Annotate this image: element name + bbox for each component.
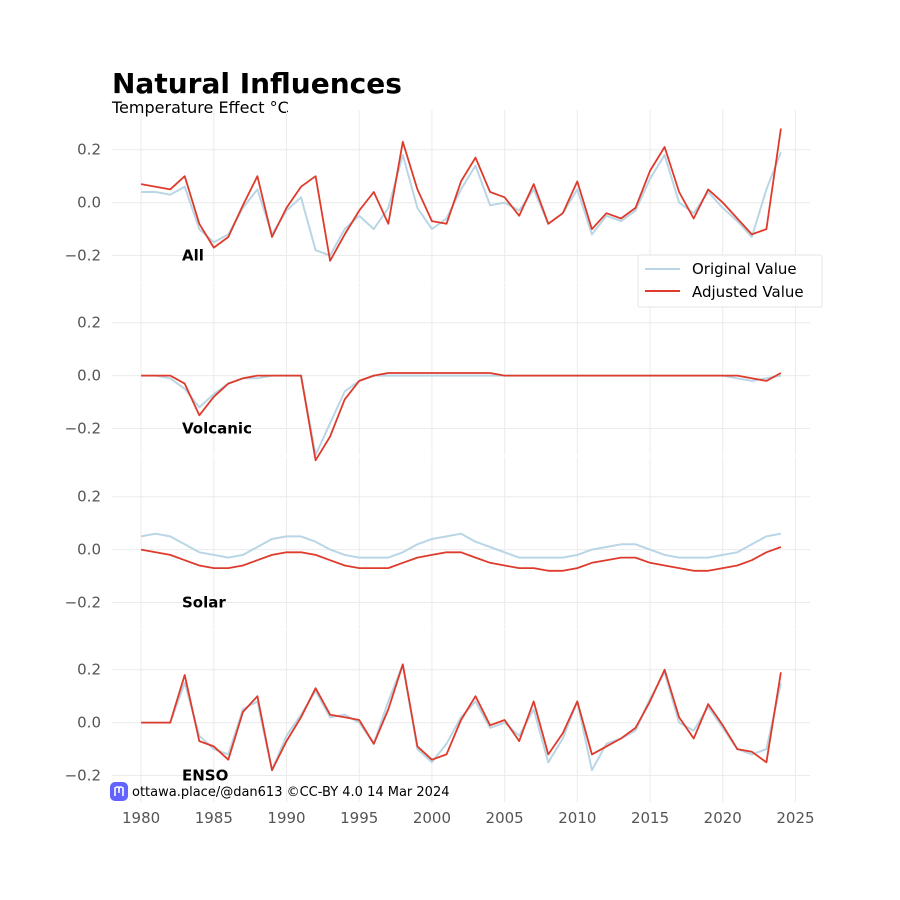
mastodon-icon (110, 782, 128, 801)
x-tick-label: 2015 (631, 809, 669, 827)
panel-label-solar: Solar (182, 594, 226, 612)
legend-box (637, 254, 823, 308)
y-tick-label: 0.2 (77, 661, 101, 679)
y-tick-label: 0.0 (77, 367, 101, 385)
chart-subtitle: Temperature Effect °C (111, 98, 289, 117)
x-tick-label: 1995 (340, 809, 378, 827)
adjusted-line-solar (140, 546, 782, 572)
original-line-volcanic (141, 374, 782, 456)
credit-line: ottawa.place/@dan613 ©CC-BY 4.0 14 Mar 2… (110, 782, 450, 801)
x-tick-label: 2025 (776, 809, 814, 827)
y-tick-label: −0.2 (65, 420, 101, 438)
panels-group: −0.2 0.0 0.2 All −0.2 0.0 0.2 Volcanic −0.2 0.0 0.… (65, 110, 810, 802)
y-tick-label: 0.0 (77, 541, 101, 559)
original-line-enso (141, 663, 782, 772)
x-tick-label: 2000 (413, 809, 451, 827)
chart-title: Natural Influences (112, 67, 402, 100)
y-tick-label: 0.2 (77, 488, 101, 506)
y-tick-label: 0.0 (77, 714, 101, 732)
legend-adjusted-label: Adjusted Value (692, 283, 804, 301)
panel-enso: −0.2 0.0 0.2 ENSO (65, 630, 810, 802)
panel-label-all: All (182, 247, 204, 265)
credit-text: ottawa.place/@dan613 ©CC-BY 4.0 14 Mar 2… (132, 785, 450, 800)
x-tick-label: 2005 (486, 809, 524, 827)
x-axis: 1980 1985 1990 1995 2000 2005 2010 2015 2020 2025 (122, 809, 815, 827)
original-line-all (141, 151, 782, 257)
y-tick-label: 0.0 (77, 194, 101, 212)
panel-label-volcanic: Volcanic (182, 420, 252, 438)
y-tick-label: −0.2 (65, 594, 101, 612)
x-tick-label: 1990 (267, 809, 305, 827)
panel-all: −0.2 0.0 0.2 All (65, 110, 810, 282)
y-tick-label: −0.2 (65, 247, 101, 265)
x-tick-label: 2020 (704, 809, 742, 827)
y-tick-label: −0.2 (65, 767, 101, 785)
x-tick-label: 2010 (558, 809, 596, 827)
panel-label-enso: ENSO (182, 767, 228, 785)
x-tick-label: 1985 (195, 809, 233, 827)
y-tick-label: 0.2 (77, 141, 101, 159)
adjusted-line-volcanic (141, 372, 782, 462)
panel-volcanic: −0.2 0.0 0.2 Volcanic (65, 283, 810, 462)
panel-solar: −0.2 0.0 0.2 Solar (65, 457, 810, 629)
adjusted-line-all (140, 128, 782, 262)
original-line-solar (140, 532, 782, 559)
legend-original-label: Original Value (692, 260, 797, 278)
adjusted-line-enso (141, 663, 782, 772)
legend: Original Value Adjusted Value (637, 254, 823, 308)
y-tick-label: 0.2 (77, 314, 101, 332)
x-tick-label: 1980 (122, 809, 160, 827)
